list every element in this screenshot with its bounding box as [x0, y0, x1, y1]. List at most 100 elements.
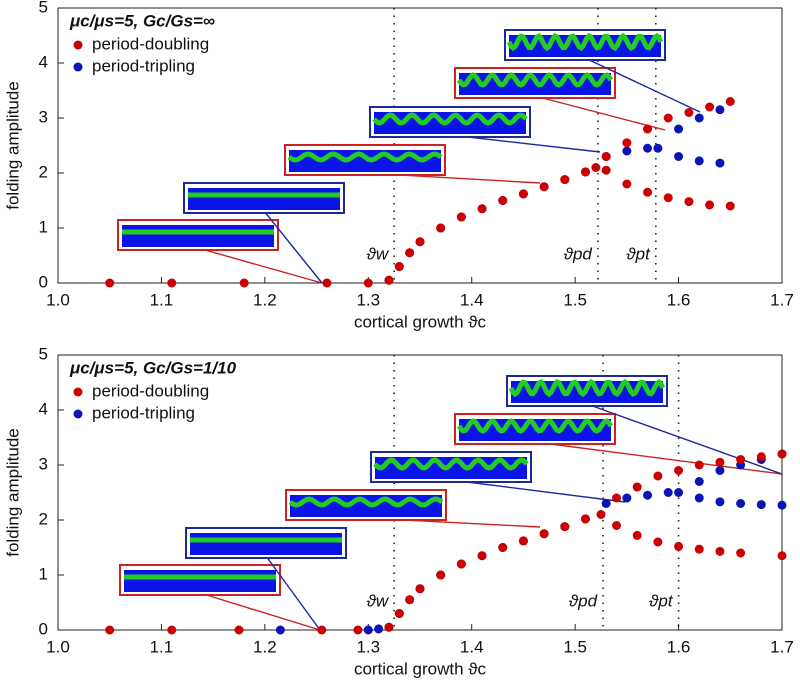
- data-point: [622, 179, 632, 189]
- data-point: [643, 187, 653, 197]
- data-point: [694, 113, 704, 123]
- vline-label: ϑw: [367, 244, 390, 263]
- data-point: [684, 197, 694, 207]
- x-tick-label: 1.1: [150, 637, 174, 656]
- data-point: [498, 543, 508, 552]
- data-point: [715, 158, 725, 168]
- vline-label: ϑw: [367, 591, 390, 610]
- legend-label: period-tripling: [92, 403, 195, 422]
- data-point: [415, 237, 425, 247]
- vline-label: ϑpt: [649, 591, 674, 610]
- x-tick-label: 1.4: [460, 290, 484, 309]
- data-point: [643, 490, 653, 500]
- inset-cortex: [456, 72, 614, 88]
- y-tick-label: 5: [39, 0, 48, 16]
- data-point: [715, 457, 725, 467]
- data-point: [275, 625, 285, 635]
- y-tick-label: 1: [39, 217, 48, 236]
- x-tick-label: 1.3: [356, 637, 380, 656]
- legend-title: μc/μs=5, Gc/Gs=1/10: [69, 358, 237, 377]
- data-point: [456, 559, 466, 569]
- data-point: [777, 500, 787, 510]
- inset-connector: [586, 403, 783, 475]
- data-point: [736, 548, 746, 558]
- data-point: [317, 625, 327, 635]
- data-point: [239, 278, 249, 288]
- data-point: [705, 102, 715, 112]
- x-tick-label: 1.2: [253, 637, 277, 656]
- x-tick-label: 1.1: [150, 290, 174, 309]
- inset-cortex: [287, 151, 443, 163]
- y-tick-label: 5: [39, 344, 48, 363]
- data-point: [477, 551, 487, 561]
- inset-connector: [534, 95, 666, 131]
- panel: 1.0 1.1 1.2 1.3 1.4 1.5 1.6 1.7 0 1 2 3 4 5 cortical g…: [3, 0, 793, 331]
- data-point: [756, 500, 766, 510]
- y-axis-label: folding amplitude: [3, 81, 22, 210]
- data-point: [405, 248, 415, 258]
- data-point: [694, 460, 704, 470]
- data-point: [663, 193, 673, 203]
- data-point: [560, 522, 570, 532]
- x-axis-label: cortical growth ϑc: [354, 659, 487, 678]
- data-point: [560, 175, 570, 185]
- y-tick-label: 0: [39, 619, 48, 638]
- data-point: [725, 97, 735, 106]
- inset-cortex: [372, 112, 528, 126]
- data-point: [674, 466, 684, 475]
- data-point: [736, 499, 746, 508]
- data-point: [580, 167, 590, 177]
- data-point: [694, 544, 704, 554]
- inset-substrate: [122, 225, 274, 247]
- data-point: [756, 452, 766, 462]
- data-point: [694, 493, 704, 503]
- vline-label: ϑpt: [626, 244, 651, 263]
- y-tick-label: 2: [39, 509, 48, 528]
- inset-connector: [450, 479, 626, 503]
- inset-cortex: [373, 457, 529, 471]
- data-point: [601, 499, 611, 508]
- inset-cortex: [288, 496, 444, 508]
- y-tick-label: 0: [39, 272, 48, 291]
- y-tick-label: 4: [39, 52, 48, 71]
- data-point: [653, 143, 663, 153]
- data-point: [725, 201, 735, 211]
- data-point: [436, 223, 446, 233]
- y-tick-label: 4: [39, 399, 48, 418]
- data-point: [777, 449, 787, 459]
- inset-connector: [534, 441, 783, 475]
- y-tick-label: 1: [39, 564, 48, 583]
- data-point: [622, 138, 632, 148]
- data-point: [518, 536, 528, 546]
- data-point: [674, 541, 684, 551]
- data-point: [643, 124, 653, 134]
- data-point: [601, 165, 611, 175]
- x-tick-label: 1.7: [770, 290, 794, 309]
- inset-connector: [197, 247, 323, 284]
- data-point: [736, 455, 746, 464]
- data-point: [539, 182, 549, 192]
- x-tick-label: 1.0: [46, 290, 70, 309]
- x-tick-label: 1.5: [563, 637, 587, 656]
- data-point: [167, 278, 177, 288]
- data-point: [405, 595, 415, 605]
- data-point: [353, 625, 363, 635]
- plot-frame: [57, 354, 783, 631]
- x-tick-label: 1.6: [667, 290, 691, 309]
- data-point: [653, 471, 663, 481]
- inset-cortex: [508, 378, 666, 398]
- inset-substrate: [188, 188, 340, 210]
- data-point: [612, 493, 622, 503]
- y-axis-label: folding amplitude: [3, 428, 22, 557]
- x-tick-label: 1.5: [563, 290, 587, 309]
- data-point: [591, 163, 601, 172]
- data-point: [684, 108, 694, 117]
- data-point: [580, 514, 590, 524]
- data-point: [322, 278, 332, 288]
- legend-swatch: [73, 409, 83, 419]
- inset-connector: [199, 592, 321, 631]
- y-tick-label: 2: [39, 162, 48, 181]
- data-point: [653, 537, 663, 547]
- plot-frame: [57, 7, 783, 284]
- data-point: [643, 143, 653, 153]
